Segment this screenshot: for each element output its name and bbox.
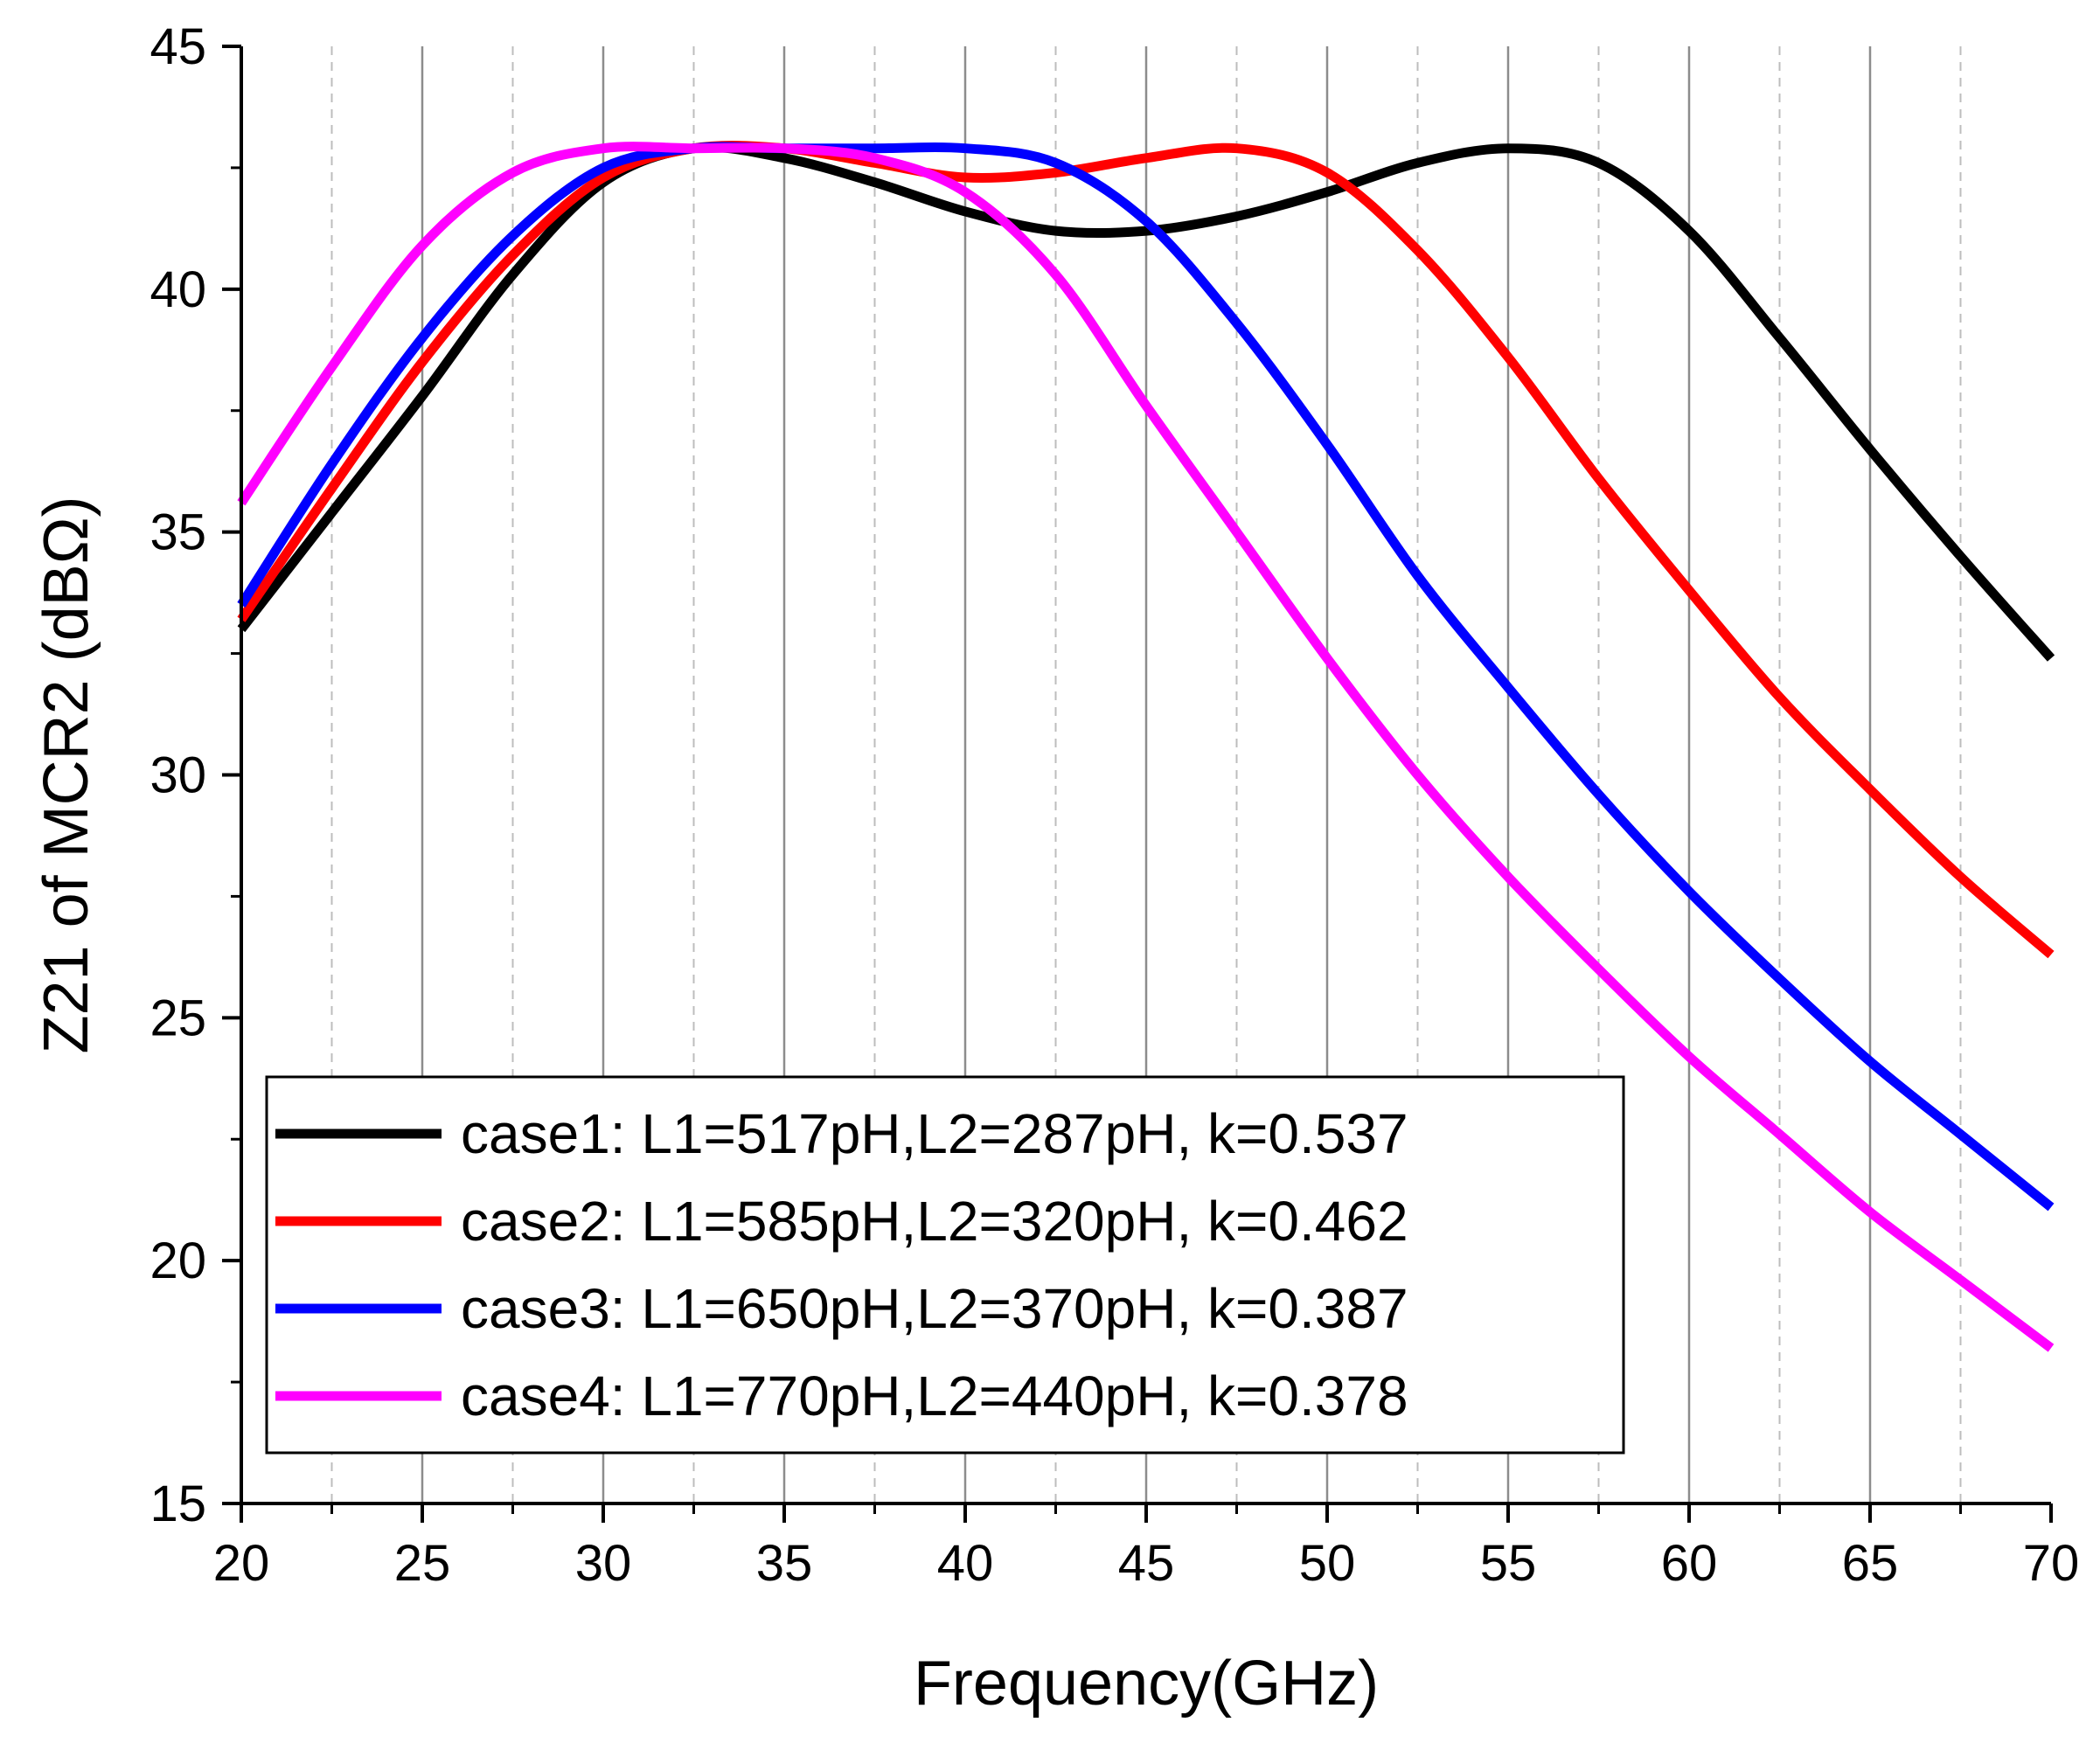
- x-tick-label: 50: [1299, 1535, 1356, 1592]
- legend-label-case2: case2: L1=585pH,L2=320pH, k=0.462: [461, 1190, 1408, 1253]
- series-line-case2: [237, 140, 2055, 959]
- x-tick-label: 30: [575, 1535, 632, 1592]
- series-line-case4: [237, 142, 2055, 1352]
- x-tick-label: 35: [756, 1535, 813, 1592]
- legend-label-case3: case3: L1=650pH,L2=370pH, k=0.387: [461, 1277, 1408, 1340]
- series-line-case1: [237, 142, 2055, 662]
- y-tick-label: 20: [150, 1233, 206, 1289]
- y-tick-label: 15: [150, 1476, 206, 1532]
- y-tick-label: 25: [150, 990, 206, 1046]
- x-tick-label: 55: [1480, 1535, 1537, 1592]
- legend: case1: L1=517pH,L2=287pH, k=0.537 case2: …: [265, 1075, 1625, 1455]
- axes-layer: [222, 45, 2053, 1523]
- y-axis-title: Z21 of MCR2 (dBΩ): [31, 497, 101, 1054]
- y-tick-label: 45: [150, 18, 206, 75]
- x-tick-label: 25: [394, 1535, 451, 1592]
- x-tick-label: 20: [213, 1535, 270, 1592]
- legend-label-case1: case1: L1=517pH,L2=287pH, k=0.537: [461, 1102, 1408, 1165]
- x-tick-label: 60: [1661, 1535, 1718, 1592]
- x-tick-label: 65: [1842, 1535, 1899, 1592]
- legend-label-case4: case4: L1=770pH,L2=440pH, k=0.378: [461, 1365, 1408, 1427]
- x-tick-label: 45: [1118, 1535, 1175, 1592]
- x-axis-title: Frequency(GHz): [914, 1649, 1379, 1719]
- series-line-case3: [237, 142, 2055, 1212]
- y-tick-label: 35: [150, 504, 206, 561]
- x-tick-label: 40: [937, 1535, 994, 1592]
- series-layer: [237, 140, 2055, 1352]
- x-tick-label: 70: [2023, 1535, 2080, 1592]
- y-tick-label: 30: [150, 747, 206, 804]
- y-tick-label: 40: [150, 261, 206, 318]
- legend-box: [265, 1075, 1625, 1455]
